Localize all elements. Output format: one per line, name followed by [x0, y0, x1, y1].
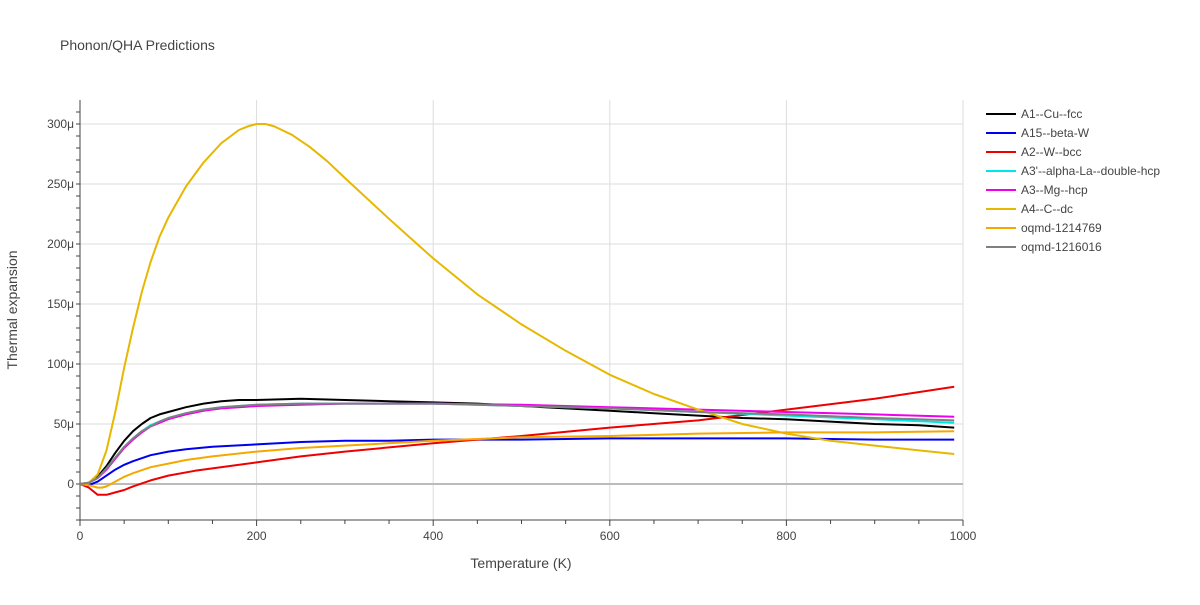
x-tick-label: 1000 [950, 529, 977, 543]
y-tick-label: 100μ [47, 357, 74, 371]
y-tick-label: 150μ [47, 297, 74, 311]
x-tick-label: 0 [77, 529, 84, 543]
legend-label: A3--Mg--hcp [1021, 183, 1088, 197]
x-axis-title: Temperature (K) [470, 555, 571, 571]
series-line[interactable] [79, 402, 955, 485]
legend-label: oqmd-1216016 [1021, 240, 1102, 254]
axes: 0 200 400 600 800 1000 0 50μ 100μ 150μ 200μ 250μ 300… [47, 100, 977, 543]
legend-item[interactable]: A1--Cu--fcc [986, 107, 1082, 121]
plot-area [79, 123, 955, 496]
legend: A1--Cu--fcc A15--beta-W A2--W--bcc A3'--alp… [986, 107, 1160, 254]
legend-item[interactable]: A4--C--dc [986, 202, 1073, 216]
y-tick-label: 200μ [47, 237, 74, 251]
legend-label: A3'--alpha-La--double-hcp [1021, 164, 1160, 178]
grid-lines [80, 100, 964, 520]
legend-label: A4--C--dc [1021, 202, 1073, 216]
legend-item[interactable]: oqmd-1214769 [986, 221, 1102, 235]
legend-item[interactable]: A3'--alpha-La--double-hcp [986, 164, 1160, 178]
x-tick-label: 600 [600, 529, 620, 543]
chart-title: Phonon/QHA Predictions [60, 37, 215, 53]
series-line[interactable] [79, 385, 955, 496]
series-line[interactable] [79, 430, 955, 489]
x-tick-label: 200 [247, 529, 267, 543]
legend-label: A2--W--bcc [1021, 145, 1081, 159]
legend-label: A15--beta-W [1021, 126, 1090, 140]
legend-item[interactable]: oqmd-1216016 [986, 240, 1102, 254]
legend-label: oqmd-1214769 [1021, 221, 1102, 235]
y-tick-label: 300μ [47, 117, 74, 131]
x-tick-label: 800 [776, 529, 796, 543]
series-line[interactable] [79, 123, 955, 485]
series-line[interactable] [79, 437, 955, 487]
legend-label: A1--Cu--fcc [1021, 107, 1082, 121]
x-tick-label: 400 [423, 529, 443, 543]
legend-item[interactable]: A3--Mg--hcp [986, 183, 1088, 197]
series-line[interactable] [79, 397, 955, 485]
y-tick-label: 50μ [54, 417, 74, 431]
y-tick-label: 0 [67, 477, 74, 491]
y-axis-title: Thermal expansion [4, 250, 20, 369]
legend-item[interactable]: A2--W--bcc [986, 145, 1081, 159]
y-tick-label: 250μ [47, 177, 74, 191]
legend-item[interactable]: A15--beta-W [986, 126, 1090, 140]
